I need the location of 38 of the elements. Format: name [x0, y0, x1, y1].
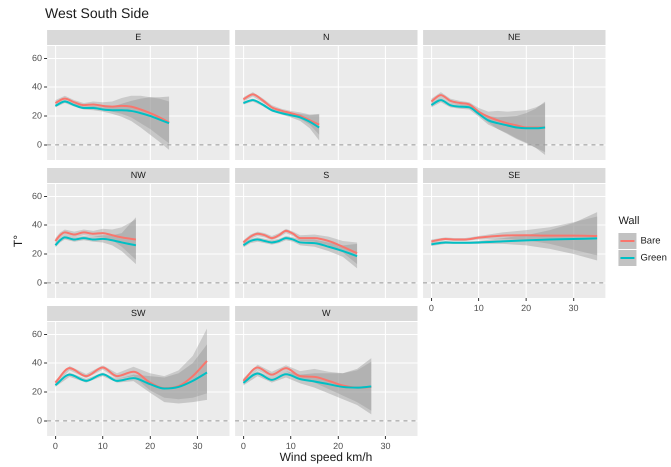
chart-title: W: [322, 308, 331, 318]
x-tick-label: 30: [380, 440, 390, 451]
x-tick-label: 30: [192, 440, 202, 451]
chart-title: NE: [508, 32, 520, 42]
chart-title: N: [322, 32, 330, 42]
x-tick-label: 30: [568, 302, 578, 313]
x-tick-label: 10: [285, 440, 296, 451]
chart-title: NW: [130, 170, 146, 180]
legend-label: Green: [640, 252, 667, 264]
y-axis-title: T°: [11, 234, 26, 248]
chart-title: E: [134, 32, 141, 42]
legend-title: Wall: [618, 215, 640, 228]
text: West South Side: [45, 5, 150, 21]
chart-title: S: [322, 170, 329, 180]
x-tick-label: 20: [144, 440, 155, 451]
x-tick-label: 10: [97, 440, 108, 451]
chart-title: SW: [130, 308, 146, 318]
y-tick-label: 20: [32, 386, 42, 396]
x-tick-label: 20: [520, 302, 531, 313]
chart-title: SE: [508, 170, 520, 180]
y-tick-label: 0: [36, 277, 42, 288]
x-axis-title: Wind speed km/h: [280, 450, 372, 464]
x-tick-label: 0: [428, 302, 434, 313]
x-tick-label: 10: [473, 302, 484, 313]
y-tick-label: 40: [32, 82, 42, 92]
y-tick-label: 40: [32, 358, 42, 368]
legend-label: Bare: [640, 236, 660, 247]
y-tick-label: 60: [32, 52, 42, 63]
x-tick-label: 0: [240, 440, 246, 451]
y-tick-label: 0: [36, 139, 42, 150]
y-tick-label: 40: [32, 220, 42, 230]
x-tick-label: 20: [332, 440, 343, 451]
y-tick-label: 0: [36, 415, 42, 426]
y-tick-label: 20: [32, 248, 42, 258]
y-tick-label: 20: [32, 110, 42, 120]
y-tick-label: 60: [32, 190, 42, 201]
y-tick-label: 60: [32, 328, 42, 339]
x-tick-label: 0: [52, 440, 58, 451]
